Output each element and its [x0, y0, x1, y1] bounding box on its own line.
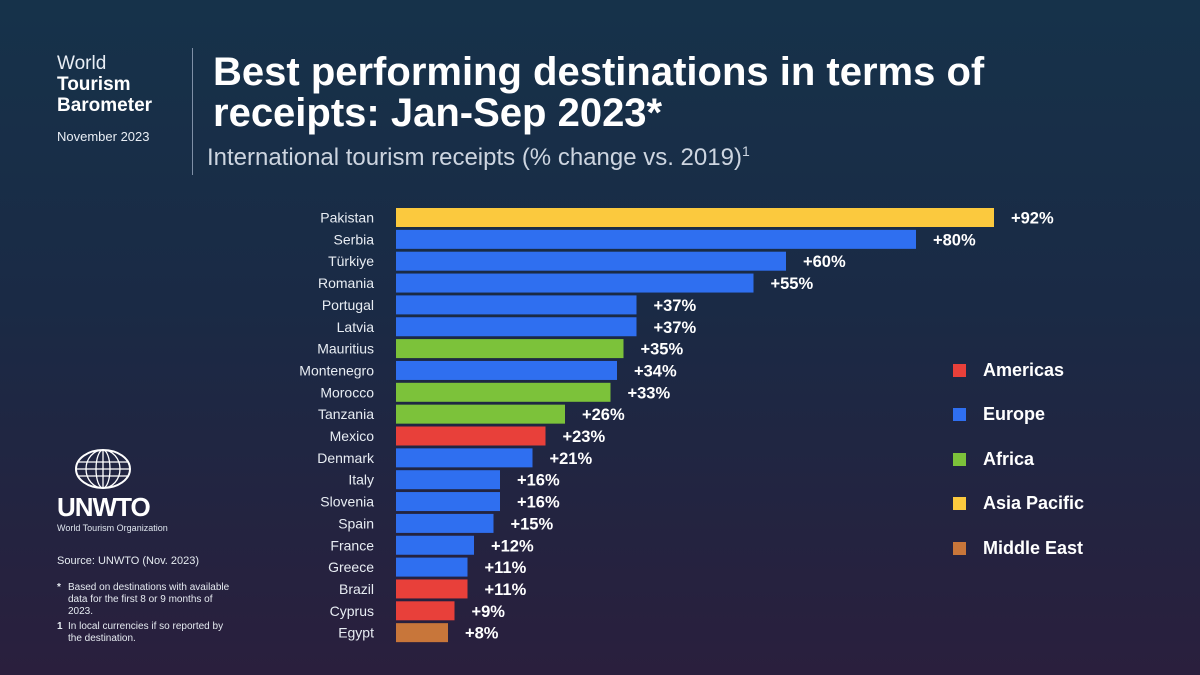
footnote-one-text: In local currencies if so reported by th…: [68, 621, 224, 644]
category-label: Italy: [348, 472, 374, 488]
value-label: +8%: [465, 625, 499, 643]
bar: [396, 535, 474, 555]
legend-item: Middle East: [953, 526, 1084, 571]
category-label: Slovenia: [320, 494, 374, 510]
value-label: +23%: [563, 428, 606, 446]
bar: [396, 229, 916, 249]
subtitle-text: International tourism receipts (% change…: [207, 144, 742, 171]
header-divider: [192, 48, 193, 175]
legend-label: Europe: [983, 404, 1046, 425]
legend-swatch: [953, 541, 966, 555]
bar: [396, 470, 500, 490]
bar: [396, 273, 754, 293]
category-label: Serbia: [334, 231, 375, 247]
category-label: Spain: [338, 515, 374, 531]
value-label: +35%: [641, 341, 684, 359]
brand-line2: Tourism: [57, 74, 131, 95]
bar: [396, 426, 546, 446]
bar: [396, 339, 624, 359]
bar: [396, 360, 617, 380]
footnote-asterisk-mark: *: [57, 582, 61, 593]
footnote-asterisk-text: Based on destinations with available dat…: [68, 582, 230, 617]
barometer-brand: World Tourism Barometer November 2023: [57, 53, 192, 144]
category-label: Brazil: [339, 581, 374, 597]
brand-line1: World: [57, 53, 107, 74]
value-label: +37%: [654, 297, 697, 315]
bar: [396, 623, 448, 643]
bar: [396, 208, 994, 227]
bar: [396, 579, 468, 599]
legend-swatch: [953, 408, 966, 422]
value-label: +60%: [803, 253, 846, 271]
legend-item: Europe: [953, 393, 1084, 438]
bar: [396, 251, 786, 271]
category-label: Mexico: [330, 428, 375, 444]
value-label: +12%: [491, 537, 534, 555]
bar: [396, 317, 637, 337]
subtitle-footnote-mark: 1: [741, 143, 750, 159]
bar: [396, 601, 455, 621]
brand-date: November 2023: [57, 129, 150, 144]
legend-label: Americas: [983, 359, 1065, 380]
value-label: +9%: [472, 603, 506, 621]
value-label: +15%: [511, 515, 554, 533]
source-note: Source: UNWTO (Nov. 2023): [57, 555, 200, 567]
category-label: Montenegro: [299, 362, 374, 378]
category-label: Greece: [328, 559, 374, 575]
legend-label: Asia Pacific: [983, 493, 1085, 514]
bar: [396, 448, 533, 468]
bar: [396, 557, 468, 577]
footnote-asterisk: * Based on destinations with available d…: [57, 582, 237, 618]
logo-name: UNWTO: [57, 492, 151, 522]
value-label: +80%: [933, 231, 976, 249]
category-label: Egypt: [338, 625, 374, 641]
value-label: +37%: [654, 319, 697, 337]
logo-org: World Tourism Organization: [57, 523, 168, 533]
chart-title: Best performing destinations in terms of…: [213, 50, 985, 135]
legend-item: Africa: [953, 437, 1084, 482]
legend-item: Asia Pacific: [953, 482, 1084, 527]
category-label: Tanzania: [318, 406, 374, 422]
footnote-one: 1 In local currencies if so reported by …: [57, 621, 237, 645]
chart-subtitle: International tourism receipts (% change…: [207, 143, 750, 172]
category-label: Latvia: [337, 319, 375, 335]
brand-line3: Barometer: [57, 95, 153, 116]
category-label: Denmark: [317, 450, 375, 466]
value-label: +34%: [634, 362, 677, 380]
legend-swatch: [953, 452, 966, 466]
bar: [396, 295, 637, 315]
bar: [396, 382, 611, 402]
bar: [396, 513, 494, 533]
category-label: France: [330, 537, 374, 553]
bar: [396, 404, 565, 424]
value-label: +16%: [517, 494, 560, 512]
value-label: +33%: [628, 384, 671, 402]
bar: [396, 492, 500, 512]
value-label: +26%: [582, 406, 625, 424]
category-label: Mauritius: [317, 341, 374, 357]
category-label: Pakistan: [320, 210, 374, 226]
legend-swatch: [953, 363, 966, 377]
value-label: +11%: [485, 559, 527, 577]
legend-label: Africa: [983, 448, 1035, 469]
footnote-one-mark: 1: [57, 621, 63, 632]
unwto-logo: UNWTO World Tourism Organization: [57, 448, 177, 533]
globe-icon: [75, 449, 131, 489]
legend-item: Americas: [953, 348, 1084, 393]
legend-label: Middle East: [983, 537, 1084, 558]
value-label: +92%: [1011, 210, 1054, 228]
category-label: Türkiye: [328, 253, 374, 269]
value-label: +55%: [771, 275, 814, 293]
category-label: Cyprus: [330, 603, 374, 619]
value-label: +21%: [550, 450, 593, 468]
legend: Americas Europe Africa Asia Pacific Middle E…: [953, 348, 1084, 571]
category-label: Morocco: [320, 384, 374, 400]
category-label: Portugal: [322, 297, 374, 313]
legend-swatch: [953, 497, 966, 511]
value-label: +16%: [517, 472, 560, 490]
category-label: Romania: [318, 275, 374, 291]
value-label: +11%: [485, 581, 527, 599]
